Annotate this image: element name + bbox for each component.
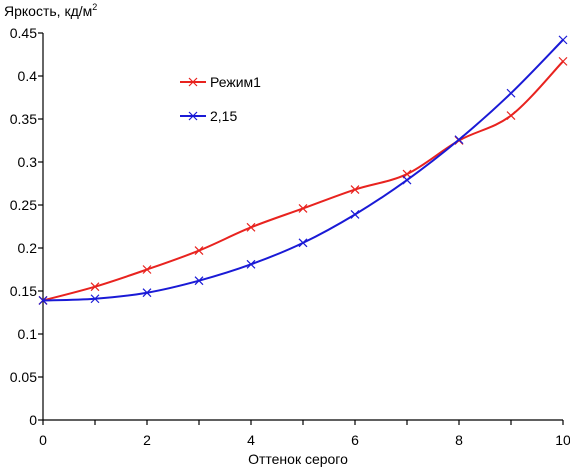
x-axis-title: Оттенок серого <box>248 451 348 467</box>
series-2-15-point <box>350 210 360 219</box>
series-rezhim1-point <box>558 56 568 66</box>
legend-entry-rezhim1-marker <box>188 77 198 87</box>
ticks: 0 0.05 0.1 0.15 0.2 0.25 0.3 0.35 0.4 0.45 0 2 4 6 8 10 <box>10 25 570 448</box>
series-rezhim1-point <box>246 222 256 232</box>
series-lines <box>38 35 568 305</box>
legend-entry-2-15: 2,15 <box>180 108 237 124</box>
series-rezhim1-point-stroke-b <box>142 265 152 274</box>
series-rezhim1-point <box>298 204 308 213</box>
legend-entry-2-15-marker <box>188 111 198 121</box>
series-2-15 <box>38 35 568 305</box>
series-rezhim1-point <box>142 265 152 274</box>
x-tick-label: 2 <box>143 432 151 448</box>
series-2-15-point-stroke-b <box>454 135 464 145</box>
y-tick-label: 0 <box>29 412 37 428</box>
series-2-15-point-stroke-b <box>402 175 412 185</box>
series-2-15-point-stroke-b <box>246 259 256 269</box>
series-2-15-point-stroke-b <box>298 238 308 248</box>
series-2-15-point-stroke-b <box>142 288 152 298</box>
legend-entry-rezhim1: Режим1 <box>180 74 261 90</box>
series-2-15-point <box>454 135 464 145</box>
series-2-15-point-stroke-b <box>38 296 48 305</box>
series-2-15-point-stroke-b <box>194 276 204 286</box>
y-axis-title: Яркость, кд/м2 <box>4 2 97 19</box>
series-2-15-point <box>506 88 516 98</box>
series-2-15-point <box>558 35 568 45</box>
y-axis-title-superscript: 2 <box>92 2 97 12</box>
series-2-15-point-stroke-b <box>90 294 100 304</box>
legend-entry-rezhim1-label: Режим1 <box>210 74 261 90</box>
y-tick-label: 0.45 <box>10 25 37 41</box>
axes <box>42 33 563 421</box>
y-tick-label: 0.25 <box>10 197 37 213</box>
series-2-15-point-stroke-b <box>558 35 568 45</box>
legend-entry-2-15-label: 2,15 <box>210 108 237 124</box>
series-rezhim1 <box>38 56 568 305</box>
x-tick-label: 8 <box>455 432 463 448</box>
series-2-15-point <box>194 276 204 286</box>
x-tick-label: 10 <box>555 432 570 448</box>
series-rezhim1-point <box>506 111 516 120</box>
series-2-15-point <box>90 294 100 304</box>
series-2-15-point-stroke-b <box>350 210 360 219</box>
x-tick-label: 6 <box>351 432 359 448</box>
series-rezhim1-point-stroke-b <box>194 246 204 256</box>
series-2-15-point <box>402 175 412 185</box>
series-2-15-point <box>142 288 152 298</box>
y-tick-label: 0.15 <box>10 283 37 299</box>
y-tick-label: 0.05 <box>10 369 37 385</box>
series-rezhim1-point <box>90 282 100 292</box>
series-rezhim1-point-stroke-b <box>506 111 516 120</box>
y-tick-label: 0.35 <box>10 111 37 127</box>
legend-entry-2-15-marker-stroke-b <box>188 111 198 121</box>
series-2-15-point <box>38 296 48 305</box>
legend-entry-rezhim1-marker-stroke-b <box>188 77 198 87</box>
series-rezhim1-point-stroke-b <box>298 204 308 213</box>
y-tick-label: 0.3 <box>18 154 38 170</box>
series-rezhim1-line <box>42 60 564 302</box>
y-tick-label: 0.1 <box>18 326 38 342</box>
series-rezhim1-point-stroke-b <box>350 185 360 194</box>
legend: Режим1 2,15 <box>180 74 261 124</box>
x-tick-label: 0 <box>39 432 47 448</box>
x-tick-label: 4 <box>247 432 255 448</box>
y-tick-label: 0.2 <box>18 240 38 256</box>
series-rezhim1-point-stroke-b <box>246 222 256 232</box>
series-2-15-point <box>246 259 256 269</box>
series-rezhim1-point-stroke-b <box>90 282 100 292</box>
series-2-15-line <box>42 39 564 302</box>
series-rezhim1-point <box>194 246 204 256</box>
series-rezhim1-point <box>350 185 360 194</box>
series-2-15-point <box>298 238 308 248</box>
y-tick-label: 0.4 <box>18 68 38 84</box>
series-rezhim1-point-stroke-b <box>558 56 568 66</box>
series-2-15-point-stroke-b <box>506 88 516 98</box>
